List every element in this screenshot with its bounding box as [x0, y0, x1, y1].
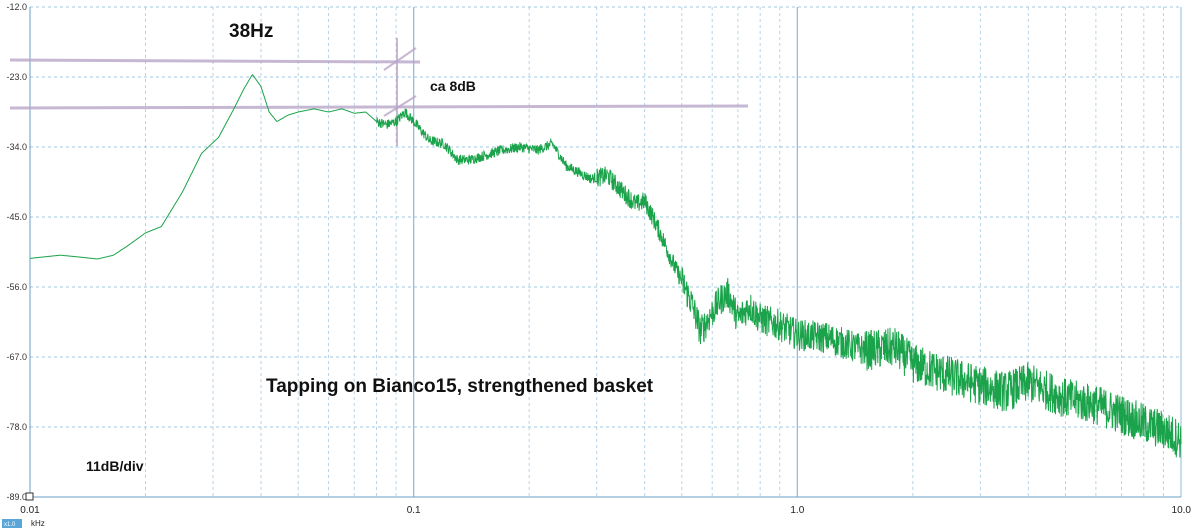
chart-caption: Tapping on Bianco15, strengthened basket — [266, 376, 654, 397]
x-tick-label: 0.01 — [20, 505, 40, 516]
x-tick-labels: 0.01 0.1 1.0 10.0 — [20, 505, 1191, 516]
series-layer — [29, 74, 1182, 458]
zoom-label: x1.0 — [4, 522, 16, 528]
y-tick-label: -23.0 — [6, 72, 27, 82]
x-unit-label: kHz — [31, 519, 45, 528]
y-tick-label: -89.0 — [6, 492, 27, 502]
measurement-guides — [9, 38, 749, 146]
peak-guide-line — [9, 58, 421, 64]
peak-frequency-label: 38Hz — [229, 21, 273, 42]
y-tick-label: -78.0 — [6, 422, 27, 432]
y-tick-label: -34.0 — [6, 142, 27, 152]
y-tick-label: -67.0 — [6, 352, 27, 362]
x-tick-label: 10.0 — [1172, 505, 1192, 516]
y-tick-labels: -12.0 -23.0 -34.0 -45.0 -56.0 -67.0 -78.0 -89.0 — [6, 2, 27, 502]
scale-label: 11dB/div — [86, 458, 144, 474]
cursor-marker[interactable] — [25, 492, 34, 501]
y-tick-label: -56.0 — [6, 282, 27, 292]
delta-tick-top — [383, 47, 417, 71]
delta-label: ca 8dB — [430, 78, 476, 94]
spectrum-series-line — [29, 74, 1182, 458]
y-tick-label: -12.0 — [6, 2, 27, 12]
x-tick-label: 0.1 — [407, 505, 421, 516]
zoom-indicator[interactable] — [2, 519, 22, 528]
grid — [29, 6, 1182, 498]
delta-tick-bottom — [383, 95, 417, 117]
y-tick-label: -45.0 — [6, 212, 27, 222]
x-tick-label: 1.0 — [790, 505, 804, 516]
plateau-guide-line — [9, 104, 749, 110]
